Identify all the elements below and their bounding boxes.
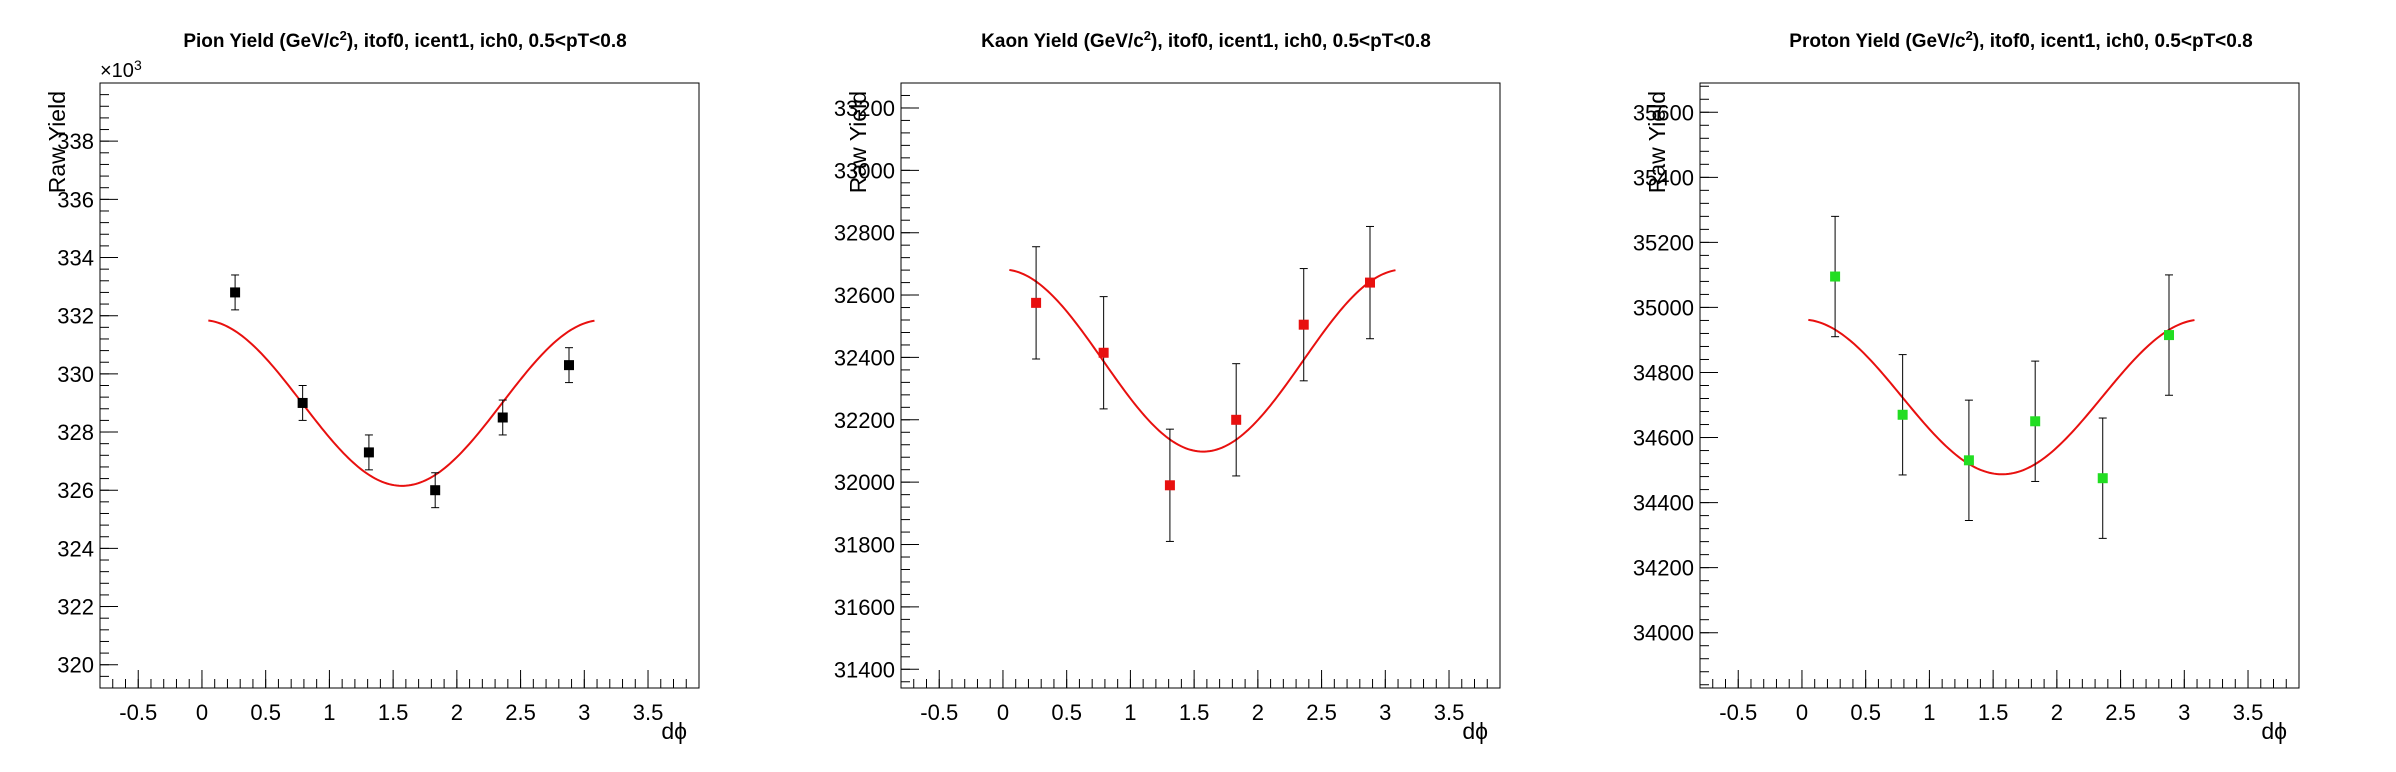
x-tick-label: 2 bbox=[451, 700, 463, 725]
y-tick-label: 32600 bbox=[834, 283, 895, 308]
x-tick-label: 2.5 bbox=[2105, 700, 2136, 725]
x-tick-label: 0 bbox=[1796, 700, 1808, 725]
y-tick-label: 32000 bbox=[834, 470, 895, 495]
data-point bbox=[1897, 409, 1908, 420]
y-axis-label: Raw Yield bbox=[44, 91, 70, 193]
data-point bbox=[564, 360, 575, 371]
chart-title: Proton Yield (GeV/c2), itof0, icent1, ic… bbox=[1789, 28, 2252, 52]
y-tick-label: 33200 bbox=[834, 96, 895, 121]
x-tick-label: 1.5 bbox=[1179, 700, 1210, 725]
x-axis-label: dϕ bbox=[2261, 718, 2287, 744]
y-tick-label: 324 bbox=[57, 536, 94, 561]
x-tick-label: 0 bbox=[196, 700, 208, 725]
y-tick-label: 336 bbox=[57, 187, 94, 212]
x-tick-label: 0.5 bbox=[1850, 700, 1881, 725]
y-tick-label: 328 bbox=[57, 420, 94, 445]
y-tick-label: 334 bbox=[57, 246, 94, 271]
y-tick-label: 326 bbox=[57, 478, 94, 503]
y-tick-label: 34600 bbox=[1633, 426, 1694, 451]
x-tick-label: -0.5 bbox=[119, 700, 157, 725]
y-tick-label: 322 bbox=[57, 595, 94, 620]
y-tick-label: 32400 bbox=[834, 345, 895, 370]
x-tick-label: 3 bbox=[1379, 700, 1391, 725]
x-axis-label: dϕ bbox=[1462, 718, 1488, 744]
data-point bbox=[1098, 347, 1109, 358]
x-tick-label: 3.5 bbox=[1434, 700, 1465, 725]
fit-curve bbox=[1808, 318, 2195, 476]
y-tick-label: 33000 bbox=[834, 158, 895, 183]
x-tick-label: 3.5 bbox=[2233, 700, 2264, 725]
data-point bbox=[1164, 480, 1175, 491]
data-point bbox=[497, 412, 508, 423]
x-tick-label: 0.5 bbox=[1051, 700, 1082, 725]
y-axis-label: Raw Yield bbox=[845, 91, 871, 193]
data-point bbox=[1830, 271, 1841, 282]
y-tick-label: 35400 bbox=[1633, 165, 1694, 190]
x-tick-label: 2 bbox=[1252, 700, 1264, 725]
x-tick-label: 1 bbox=[1124, 700, 1136, 725]
data-point bbox=[1963, 455, 1974, 466]
y-axis-label: Raw Yield bbox=[1644, 91, 1670, 193]
data-point bbox=[1031, 297, 1042, 308]
chart-panel-3: Proton Yield (GeV/c2), itof0, icent1, ic… bbox=[1633, 28, 2300, 744]
y-tick-label: 35000 bbox=[1633, 295, 1694, 320]
y-tick-label: 34400 bbox=[1633, 491, 1694, 516]
x-axis-label: dϕ bbox=[661, 718, 687, 744]
data-point bbox=[363, 447, 374, 458]
data-point bbox=[1365, 277, 1376, 288]
x-tick-label: -0.5 bbox=[1719, 700, 1757, 725]
x-tick-label: 3.5 bbox=[633, 700, 664, 725]
x-tick-label: 1 bbox=[323, 700, 335, 725]
data-point bbox=[430, 485, 441, 496]
x-tick-label: -0.5 bbox=[920, 700, 958, 725]
data-point bbox=[1298, 319, 1309, 330]
fit-curve bbox=[1009, 268, 1396, 453]
x-tick-label: 0.5 bbox=[250, 700, 281, 725]
data-point bbox=[2097, 473, 2108, 484]
x-tick-label: 3 bbox=[578, 700, 590, 725]
chart-panel-2: Kaon Yield (GeV/c2), itof0, icent1, ich0… bbox=[834, 28, 1501, 744]
x-tick-label: 1 bbox=[1923, 700, 1935, 725]
data-point bbox=[230, 287, 241, 298]
y-tick-label: 32800 bbox=[834, 221, 895, 246]
plot-frame bbox=[99, 82, 700, 689]
chart-title: Kaon Yield (GeV/c2), itof0, icent1, ich0… bbox=[981, 28, 1431, 52]
plot-frame bbox=[1699, 82, 2300, 689]
y-tick-label: 34200 bbox=[1633, 556, 1694, 581]
x-tick-label: 1.5 bbox=[378, 700, 409, 725]
y-tick-label: 31800 bbox=[834, 533, 895, 558]
y-tick-label: 330 bbox=[57, 362, 94, 387]
y-tick-label: 31600 bbox=[834, 595, 895, 620]
plot-frame bbox=[900, 82, 1501, 689]
data-point bbox=[2164, 330, 2175, 341]
x-tick-label: 0 bbox=[997, 700, 1009, 725]
y-axis-exponent: ×103 bbox=[100, 57, 142, 82]
chart-title: Pion Yield (GeV/c2), itof0, icent1, ich0… bbox=[183, 28, 626, 52]
y-tick-label: 35200 bbox=[1633, 230, 1694, 255]
x-tick-label: 1.5 bbox=[1978, 700, 2009, 725]
x-tick-label: 2.5 bbox=[1306, 700, 1337, 725]
x-tick-label: 2 bbox=[2051, 700, 2063, 725]
data-point bbox=[2030, 416, 2041, 427]
y-tick-label: 32200 bbox=[834, 408, 895, 433]
y-tick-label: 332 bbox=[57, 304, 94, 329]
y-tick-label: 338 bbox=[57, 129, 94, 154]
y-tick-label: 34800 bbox=[1633, 360, 1694, 385]
x-tick-label: 3 bbox=[2178, 700, 2190, 725]
y-tick-label: 35600 bbox=[1633, 100, 1694, 125]
chart-panel-1: Pion Yield (GeV/c2), itof0, icent1, ich0… bbox=[44, 28, 700, 744]
y-tick-label: 34000 bbox=[1633, 621, 1694, 646]
x-tick-label: 2.5 bbox=[505, 700, 536, 725]
fit-curve bbox=[208, 319, 595, 487]
data-point bbox=[1231, 414, 1242, 425]
y-tick-label: 320 bbox=[57, 653, 94, 678]
data-point bbox=[297, 397, 308, 408]
y-tick-label: 31400 bbox=[834, 657, 895, 682]
